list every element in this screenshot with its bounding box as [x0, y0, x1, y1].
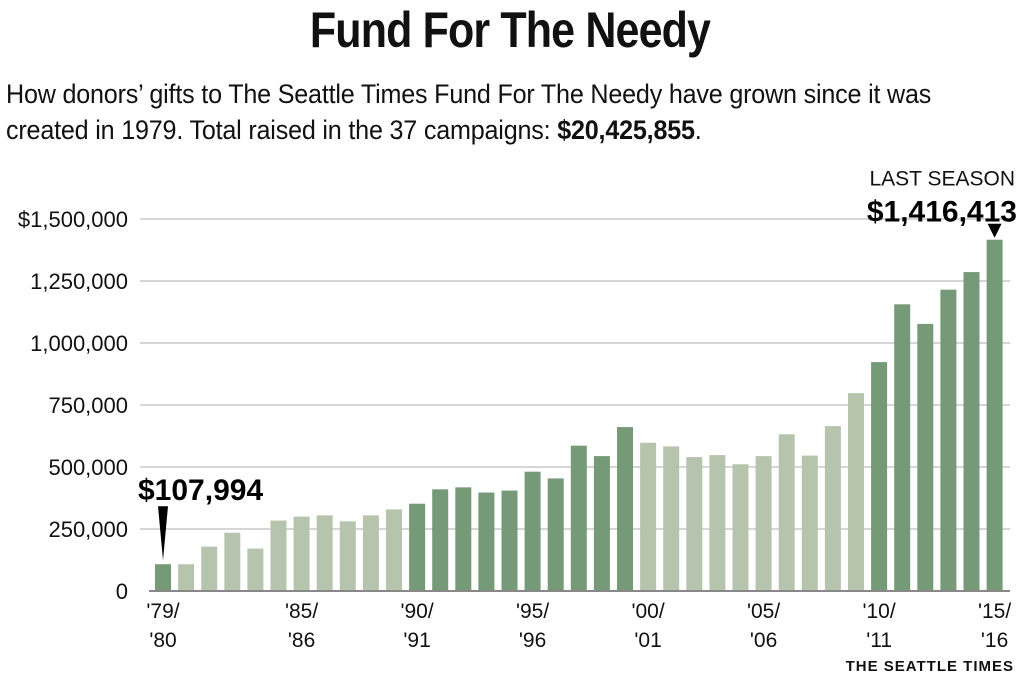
bar — [617, 427, 633, 591]
annotation-caption: LAST SEASON — [869, 168, 1015, 191]
bar — [894, 304, 911, 591]
bar — [640, 442, 657, 591]
x-axis: '79/ '80 '85/ '86 '90/ '91 '95/ '96 '00/ '01 '05/ '… — [146, 600, 1011, 652]
bar — [224, 532, 241, 591]
bars — [149, 239, 1010, 592]
bar — [940, 289, 957, 591]
bar — [755, 456, 772, 591]
bar — [986, 239, 1003, 592]
x-tick-label: '79/ — [146, 600, 179, 623]
x-tick-label: '00/ — [631, 600, 664, 623]
y-tick-label: $1,500,000 — [18, 207, 128, 232]
x-tick-label: '86 — [288, 629, 315, 652]
subtitle-end: . — [694, 115, 702, 145]
credit: THE SEATTLE TIMES — [845, 658, 1014, 675]
y-tick-label: 1,250,000 — [30, 269, 128, 294]
x-tick-label: '16 — [981, 629, 1008, 652]
x-tick-label: '15/ — [978, 600, 1011, 623]
bar — [663, 446, 680, 591]
chart-subtitle: How donors’ gifts to The Seattle Times F… — [6, 76, 945, 148]
bar — [824, 426, 841, 591]
bar — [339, 521, 356, 591]
x-tick-label: '95/ — [516, 600, 549, 623]
bar — [547, 478, 564, 591]
y-tick-label: 0 — [116, 579, 128, 604]
x-tick-label: '01 — [634, 629, 661, 652]
chart-title: Fund For The Needy — [309, 2, 711, 58]
bar — [524, 471, 541, 591]
bar — [270, 520, 287, 591]
subtitle-total: $20,425,855 — [557, 115, 695, 145]
annotation-label: $1,416,413 — [867, 196, 1017, 229]
bar — [570, 445, 587, 591]
bar — [293, 516, 310, 591]
bar — [593, 456, 610, 591]
x-tick-label: '06 — [750, 629, 777, 652]
bar — [501, 490, 518, 591]
bar — [316, 515, 333, 591]
x-tick-label: '90/ — [400, 600, 433, 623]
bar — [455, 487, 472, 591]
bar — [732, 464, 749, 591]
bar — [178, 564, 195, 591]
subtitle-text: How donors’ gifts to The Seattle Times F… — [6, 79, 932, 145]
y-tick-label: 500,000 — [48, 455, 128, 480]
bar — [778, 434, 795, 591]
bar — [201, 546, 218, 591]
bar — [963, 272, 980, 591]
y-tick-label: 1,000,000 — [30, 331, 128, 356]
bar — [362, 515, 379, 591]
x-tick-label: '10/ — [862, 600, 895, 623]
bar — [386, 509, 402, 591]
bar — [709, 455, 726, 591]
bar — [871, 362, 888, 591]
bar — [686, 457, 703, 591]
bar — [478, 492, 495, 591]
x-tick-label: '91 — [403, 629, 430, 652]
pointer-arrow — [987, 223, 1002, 238]
y-tick-label: 250,000 — [48, 517, 128, 542]
x-tick-label: '11 — [866, 629, 892, 652]
bar — [848, 393, 864, 591]
y-axis: 0 250,000 500,000 750,000 1,000,000 1,250,000… — [18, 207, 128, 604]
x-tick-label: '96 — [519, 629, 546, 652]
y-tick-label: 750,000 — [48, 393, 128, 418]
bar — [432, 489, 449, 591]
x-tick-label: '05/ — [747, 600, 780, 623]
bar — [801, 455, 818, 591]
annotations: $107,994 $1,416,413 LAST SEASON — [138, 168, 1017, 561]
bar — [247, 548, 264, 591]
annotation-label: $107,994 — [138, 474, 263, 507]
bar — [155, 564, 171, 591]
bar — [409, 503, 426, 591]
pointer-arrow — [158, 506, 168, 561]
bar — [917, 323, 934, 591]
x-tick-label: '80 — [149, 629, 176, 652]
x-tick-label: '85/ — [285, 600, 318, 623]
